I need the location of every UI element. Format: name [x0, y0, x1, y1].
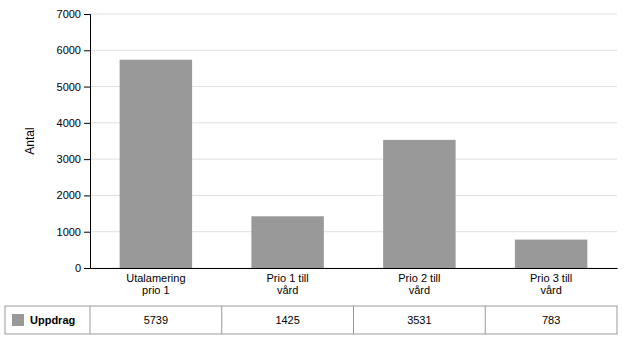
data-label: 5739: [144, 314, 168, 326]
y-tick-label: 0: [75, 262, 81, 274]
y-tick-mark: [84, 123, 90, 124]
x-axis-line: [91, 268, 618, 269]
bar: [251, 216, 323, 268]
y-tick-label: 5000: [57, 81, 81, 93]
y-tick-mark: [84, 159, 90, 160]
plot: 0 1000 2000 3000 4000 5000 6000 7000 Utalamering…: [23, 8, 618, 296]
y-tick: 3000: [57, 153, 90, 165]
bar: [120, 60, 192, 268]
x-tick-label-line: vård: [409, 284, 430, 296]
y-tick: 2000: [57, 189, 90, 201]
table-border: [5, 306, 617, 334]
table-divider: [485, 306, 486, 334]
y-tick: 7000: [57, 8, 90, 20]
x-axis: Utalameringprio 1Prio 1 tillvårdPrio 2 t…: [91, 269, 618, 297]
y-tick-label: 4000: [57, 117, 81, 129]
legend-label: Uppdrag: [30, 314, 75, 326]
bar: [515, 240, 587, 268]
x-tick: Prio 3 tillvård: [530, 272, 572, 297]
y-tick-label: 1000: [57, 226, 81, 238]
y-tick-mark: [84, 87, 90, 88]
grid-line: [90, 50, 617, 51]
grid: [90, 14, 617, 268]
x-tick-label-line: Utalamering: [126, 272, 185, 284]
y-tick: 6000: [57, 44, 90, 56]
y-tick-label: 7000: [57, 8, 81, 20]
data-label: 1425: [275, 314, 299, 326]
y-tick-mark: [84, 232, 90, 233]
x-tick: Prio 1 tillvård: [267, 272, 309, 297]
x-tick-label-line: prio 1: [142, 284, 170, 296]
bars: [120, 60, 588, 268]
x-tick-label-line: vård: [540, 284, 561, 296]
y-tick-mark: [84, 195, 90, 196]
x-tick-label: Utalameringprio 1: [126, 272, 185, 297]
x-tick-label-line: Prio 3 till: [530, 272, 572, 284]
table-divider: [353, 306, 354, 334]
x-tick: Prio 2 tillvård: [398, 272, 440, 297]
y-tick-label: 6000: [57, 44, 81, 56]
data-label: 783: [542, 314, 560, 326]
y-axis-title: Antal: [23, 127, 37, 154]
y-axis: 0 1000 2000 3000 4000 5000 6000 7000: [57, 8, 91, 274]
y-axis-line: [84, 15, 91, 269]
y-tick-mark: [84, 14, 90, 15]
table-divider: [221, 306, 222, 334]
chart: 0 1000 2000 3000 4000 5000 6000 7000 Utalamering…: [0, 0, 632, 340]
x-tick-label: Prio 2 tillvård: [398, 272, 440, 297]
x-tick-label-line: Prio 1 till: [267, 272, 309, 284]
y-tick: 1000: [57, 226, 90, 238]
y-tick: 4000: [57, 117, 90, 129]
x-tick-label-line: vård: [277, 284, 298, 296]
y-tick-label: 2000: [57, 189, 81, 201]
data-table: Uppdrag 5739 1425 3531 783: [5, 306, 617, 334]
y-tick-label: 3000: [57, 153, 81, 165]
table-divider: [90, 306, 91, 334]
x-tick-label-line: Prio 2 till: [398, 272, 440, 284]
legend-swatch: [12, 314, 24, 326]
grid-line: [90, 14, 617, 15]
y-tick-mark: [84, 268, 90, 269]
x-tick: Utalameringprio 1: [126, 272, 185, 297]
x-tick-label: Prio 1 tillvård: [267, 272, 309, 297]
data-label: 3531: [407, 314, 431, 326]
legend: Uppdrag: [12, 314, 75, 326]
y-tick-mark: [84, 50, 90, 51]
y-tick: 0: [75, 262, 90, 274]
y-tick: 5000: [57, 81, 90, 93]
bar: [383, 140, 455, 268]
x-tick-label: Prio 3 tillvård: [530, 272, 572, 297]
